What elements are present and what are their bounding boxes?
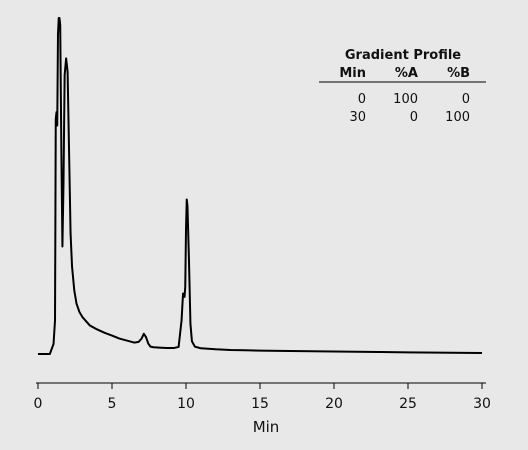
table-header-min: Min xyxy=(339,66,366,81)
table-header-percent-a: %A xyxy=(395,66,418,81)
x-tick-label: 0 xyxy=(34,396,43,412)
series-layer xyxy=(38,17,483,355)
x-tick-label: 25 xyxy=(399,396,417,412)
table-cell: 100 xyxy=(393,92,418,107)
x-axis-title: Min xyxy=(253,418,280,436)
x-tick-label: 30 xyxy=(473,396,491,412)
chromatogram-trace xyxy=(38,17,483,355)
table-cell: 0 xyxy=(462,92,470,107)
x-tick-label: 5 xyxy=(108,396,117,412)
table-cell: 0 xyxy=(410,110,418,125)
x-tick-label: 15 xyxy=(251,396,269,412)
gradient-profile-title: Gradient Profile xyxy=(345,48,461,63)
gradient-profile-table: Gradient Profile Min %A %B 0 100 0 30 0 … xyxy=(319,48,486,125)
x-tick-label: 10 xyxy=(177,396,195,412)
table-header-percent-b: %B xyxy=(447,66,470,81)
table-cell: 30 xyxy=(349,110,366,125)
x-tick-label: 20 xyxy=(325,396,343,412)
x-axis-ticks: 0 5 10 15 20 25 30 xyxy=(34,383,491,412)
table-cell: 100 xyxy=(445,110,470,125)
table-cell: 0 xyxy=(358,92,366,107)
